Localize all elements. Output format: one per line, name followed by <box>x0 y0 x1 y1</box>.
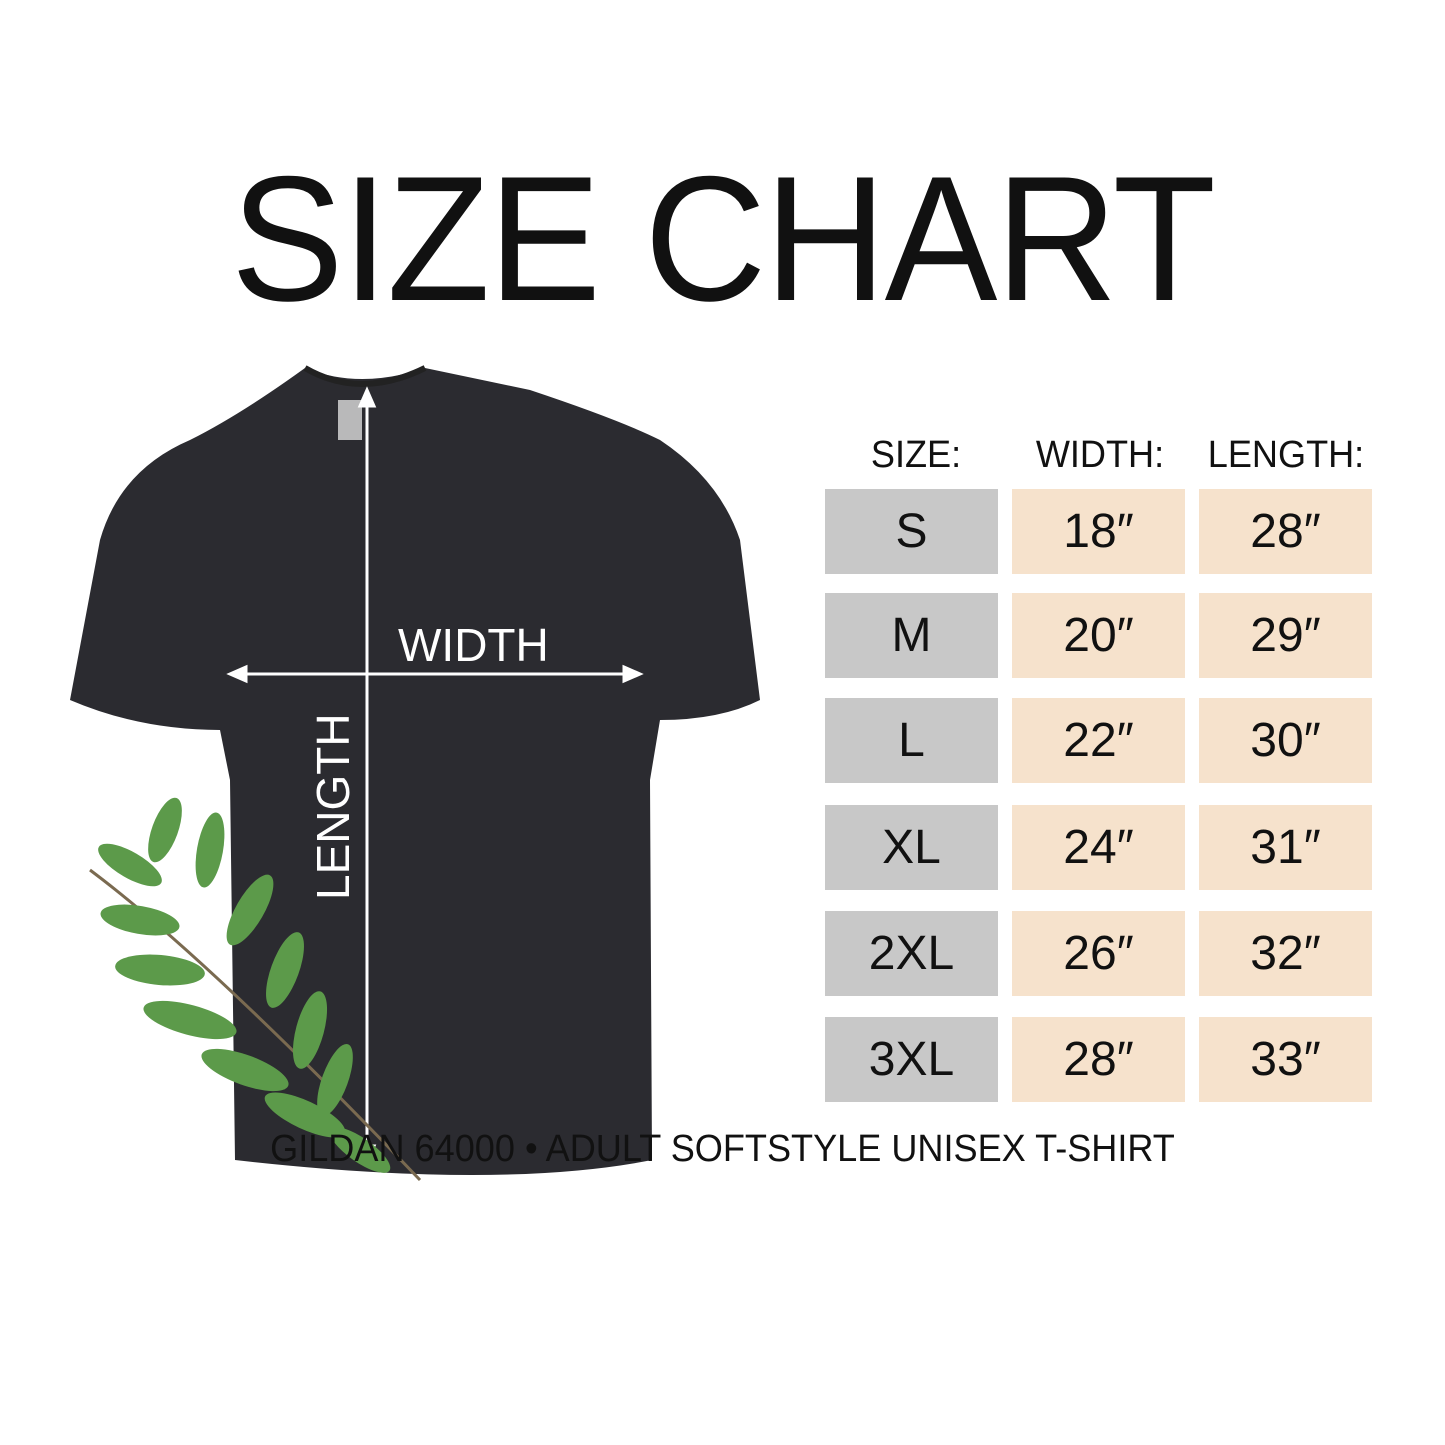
header-size: SIZE: <box>870 434 962 476</box>
length-cell: 32″ <box>1199 911 1372 996</box>
width-label: WIDTH <box>398 619 549 671</box>
size-cell: S <box>825 489 998 574</box>
width-arrow-icon <box>226 664 644 684</box>
width-cell: 28″ <box>1012 1017 1185 1102</box>
leaf-branch-icon <box>89 797 422 1182</box>
width-cell: 22″ <box>1012 698 1185 783</box>
width-cell: 26″ <box>1012 911 1185 996</box>
length-label: LENGTH <box>307 713 359 900</box>
size-cell: 2XL <box>825 911 998 996</box>
width-cell: 24″ <box>1012 805 1185 890</box>
length-cell: 31″ <box>1199 805 1372 890</box>
tshirt-icon <box>70 368 760 1175</box>
size-cell: 3XL <box>825 1017 998 1102</box>
length-cell: 33″ <box>1199 1017 1372 1102</box>
size-cell: L <box>825 698 998 783</box>
size-cell: M <box>825 593 998 678</box>
page-title: SIZE CHART <box>230 139 1216 338</box>
size-cell: XL <box>825 805 998 890</box>
header-length: LENGTH: <box>1207 434 1365 476</box>
width-cell: 20″ <box>1012 593 1185 678</box>
header-width: WIDTH: <box>1035 434 1165 476</box>
length-cell: 30″ <box>1199 698 1372 783</box>
length-cell: 28″ <box>1199 489 1372 574</box>
product-caption: GILDAN 64000 • ADULT SOFTSTYLE UNISEX T-… <box>270 1128 1175 1170</box>
width-cell: 18″ <box>1012 489 1185 574</box>
tshirt-diagram <box>70 365 760 1182</box>
length-cell: 29″ <box>1199 593 1372 678</box>
